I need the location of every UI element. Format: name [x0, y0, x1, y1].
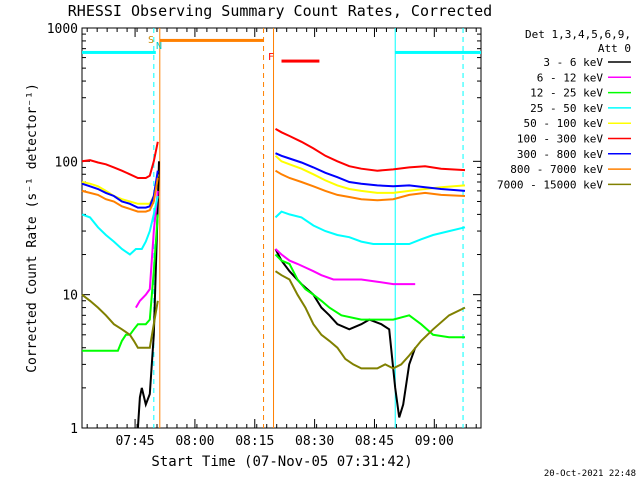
series-line — [274, 210, 466, 245]
series-line — [81, 177, 159, 213]
legend-label: 800 - 7000 keV — [510, 163, 603, 176]
status-bars — [82, 38, 481, 63]
series-line — [274, 253, 465, 339]
series-line — [274, 248, 417, 418]
legend-label: 25 - 50 keV — [530, 102, 603, 115]
y-tick-label: 10 — [62, 289, 78, 304]
y-tick-label: 100 — [55, 155, 78, 170]
series-line — [81, 293, 159, 349]
event-lines — [153, 28, 464, 428]
plot-frame — [81, 27, 482, 429]
series-line — [275, 152, 466, 192]
y-axis-label: Corrected Count Rate (s⁻¹ detector⁻¹) — [25, 83, 40, 373]
y-tick-label: 1000 — [47, 22, 78, 37]
legend-label: 50 - 100 keV — [524, 117, 604, 130]
y-tick-label: 1 — [70, 422, 78, 437]
x-tick-label: 08:15 — [235, 434, 274, 449]
legend: Det 1,3,4,5,6,9,Att 03 - 6 keV 6 - 12 keV… — [497, 28, 631, 191]
series-line — [81, 195, 159, 256]
series-line — [136, 161, 160, 429]
annotation-label: S — [148, 35, 154, 46]
x-axis-label: Start Time (07-Nov-05 07:31:42) — [151, 454, 412, 470]
night-bar — [395, 50, 481, 54]
series-lines — [81, 128, 466, 429]
night-bar — [82, 50, 156, 54]
x-axis: 07:45 08:00 08:15 08:30 08:45 09:00 — [86, 28, 477, 449]
series-line — [135, 190, 159, 309]
series-line — [274, 248, 416, 286]
footer-date: 20-Oct-2021 22:48 — [544, 469, 636, 479]
annotation-label: N — [156, 41, 162, 52]
x-tick-label: 09:00 — [415, 434, 454, 449]
annotation-label: F — [268, 52, 274, 63]
legend-label: 12 - 25 keV — [530, 87, 603, 100]
series-line — [275, 128, 466, 172]
flare-bar — [281, 59, 320, 63]
y-axis: 1 10 100 1000 — [47, 22, 481, 437]
series-line — [274, 169, 466, 202]
x-tick-label: 08:30 — [295, 434, 334, 449]
x-tick-label: 08:00 — [175, 434, 214, 449]
legend-label: 100 - 300 keV — [517, 133, 603, 146]
legend-label: 300 - 800 keV — [517, 148, 603, 161]
x-tick-label: 07:45 — [115, 434, 154, 449]
annotations: SN F — [148, 35, 274, 63]
plot-area — [81, 27, 482, 429]
series-line — [274, 270, 466, 370]
chart-title: RHESSI Observing Summary Count Rates, Co… — [68, 2, 492, 20]
series-line — [274, 155, 466, 194]
legend-label: 6 - 12 keV — [537, 71, 604, 84]
series-line — [81, 141, 159, 179]
legend-label: 7000 - 15000 keV — [497, 178, 603, 191]
legend-header: Det 1,3,4,5,6,9, — [525, 28, 631, 41]
x-tick-label: 08:45 — [355, 434, 394, 449]
saa-bar — [159, 38, 264, 42]
legend-header: Att 0 — [598, 42, 631, 55]
legend-label: 3 - 6 keV — [543, 56, 603, 69]
series-line — [82, 214, 159, 352]
series-line — [81, 170, 159, 209]
